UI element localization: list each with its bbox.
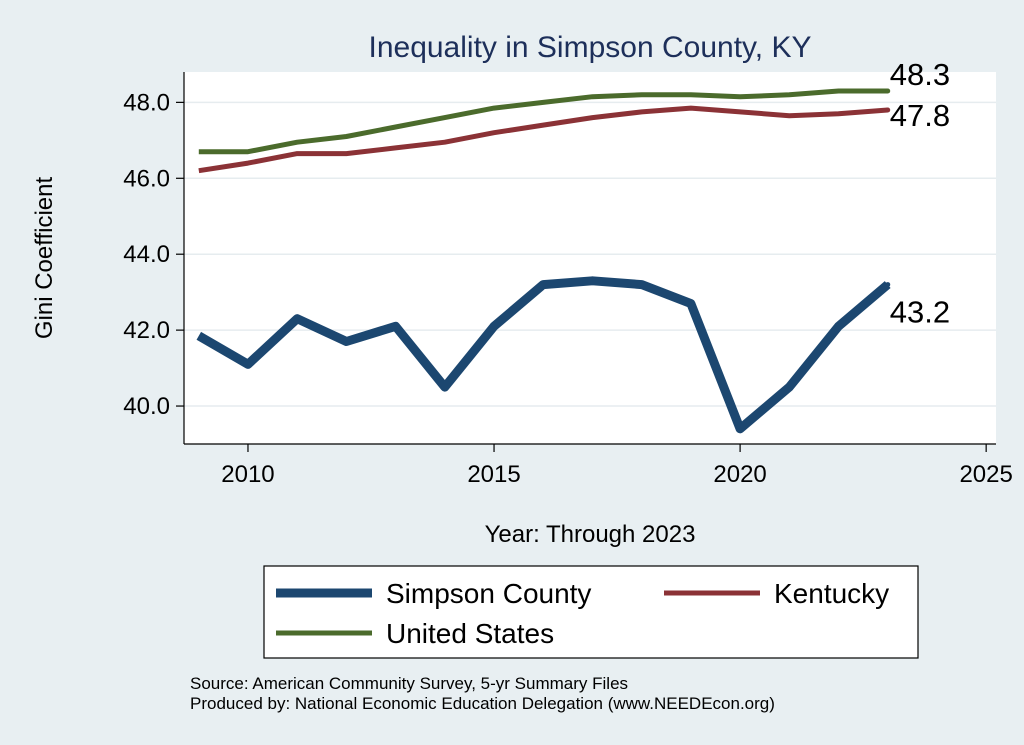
series-end-point	[885, 88, 891, 94]
source-line: Source: American Community Survey, 5-yr …	[190, 674, 628, 693]
produced-by-line: Produced by: National Economic Education…	[190, 694, 775, 713]
series-lines	[196, 88, 891, 434]
series-line-united-states	[198, 88, 888, 155]
plot-area	[184, 72, 996, 444]
y-tick-label: 48.0	[123, 89, 170, 116]
legend-label: Simpson County	[386, 578, 591, 609]
axes: 40.0 42.0 44.0 46.0 48.0 2010 2015 2020 2025	[123, 72, 1013, 488]
series-end-point	[885, 107, 891, 113]
y-tick-label: 40.0	[123, 393, 170, 420]
end-label-simpson-county: 43.2	[890, 295, 950, 330]
y-axis-label: Gini Coefficient	[31, 177, 58, 340]
legend-box	[263, 565, 919, 659]
series-line-simpson-county	[196, 276, 891, 434]
y-tick-label: 42.0	[123, 317, 170, 344]
x-axis-label: Year: Through 2023	[485, 521, 696, 548]
x-tick-label: 2025	[959, 461, 1012, 488]
x-tick-label: 2010	[221, 461, 274, 488]
legend: Simpson County Kentucky United States	[263, 565, 919, 659]
chart-title: Inequality in Simpson County, KY	[368, 31, 811, 64]
y-tick-label: 46.0	[123, 165, 170, 192]
series-end-point	[885, 282, 891, 288]
legend-label: United States	[386, 618, 554, 649]
series-line-kentucky	[198, 105, 888, 174]
legend-label: Kentucky	[774, 578, 889, 609]
x-tick-label: 2015	[467, 461, 520, 488]
end-label-kentucky: 47.8	[890, 98, 950, 133]
end-labels: 43.2 47.8 48.3	[890, 57, 950, 330]
end-label-united-states: 48.3	[890, 57, 950, 92]
y-tick-label: 44.0	[123, 241, 170, 268]
x-tick-label: 2020	[713, 461, 766, 488]
